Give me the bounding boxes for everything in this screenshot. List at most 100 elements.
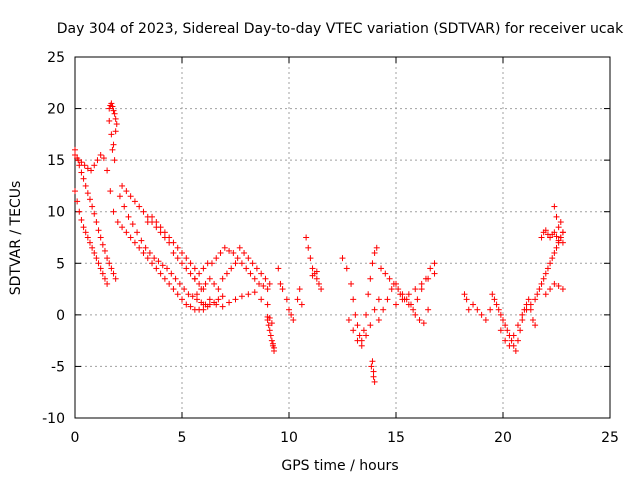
data-point bbox=[127, 193, 134, 200]
data-point bbox=[519, 311, 526, 318]
data-point bbox=[111, 110, 118, 117]
data-point bbox=[238, 260, 245, 267]
data-point bbox=[551, 249, 558, 256]
data-point bbox=[183, 255, 190, 262]
data-point bbox=[82, 229, 89, 236]
data-point bbox=[345, 317, 352, 324]
data-point bbox=[519, 317, 526, 324]
data-point bbox=[493, 301, 500, 308]
data-point bbox=[407, 301, 414, 308]
data-point bbox=[217, 249, 224, 256]
data-point bbox=[101, 247, 108, 254]
data-point bbox=[500, 317, 506, 324]
data-point bbox=[200, 265, 207, 272]
data-point bbox=[542, 291, 549, 298]
data-point bbox=[547, 234, 554, 241]
data-point bbox=[296, 286, 303, 293]
y-tick-label: 10 bbox=[47, 205, 65, 221]
data-point bbox=[131, 239, 138, 246]
data-point bbox=[91, 210, 98, 217]
data-point bbox=[313, 268, 320, 275]
data-point bbox=[350, 296, 357, 303]
data-point bbox=[89, 244, 96, 251]
data-point bbox=[504, 327, 511, 334]
data-point bbox=[183, 265, 190, 272]
y-tick-label: 0 bbox=[56, 308, 65, 324]
data-point bbox=[88, 167, 95, 174]
data-point bbox=[111, 157, 118, 164]
data-point bbox=[271, 344, 278, 351]
data-point bbox=[153, 219, 160, 226]
x-tick-label: 0 bbox=[71, 430, 80, 446]
y-tick-label: 20 bbox=[47, 102, 65, 118]
data-point bbox=[211, 280, 218, 287]
data-point bbox=[151, 255, 158, 262]
data-point bbox=[174, 244, 181, 251]
data-point bbox=[101, 275, 108, 282]
data-point bbox=[84, 234, 91, 241]
data-point bbox=[313, 275, 320, 282]
data-point bbox=[508, 337, 515, 344]
data-point bbox=[497, 327, 504, 334]
data-point bbox=[307, 255, 314, 262]
data-point bbox=[506, 342, 513, 349]
data-point bbox=[474, 306, 481, 313]
data-point bbox=[200, 306, 207, 313]
data-point bbox=[510, 332, 517, 339]
data-point bbox=[228, 265, 235, 272]
data-point bbox=[80, 224, 87, 231]
data-point bbox=[553, 213, 560, 220]
data-point bbox=[315, 280, 322, 287]
data-point bbox=[198, 286, 205, 293]
data-point bbox=[290, 317, 297, 324]
data-point bbox=[298, 301, 305, 308]
data-point bbox=[189, 293, 196, 300]
data-point bbox=[219, 293, 226, 300]
data-point bbox=[174, 255, 181, 262]
data-point bbox=[76, 208, 83, 215]
data-point bbox=[534, 291, 541, 298]
data-point bbox=[94, 157, 101, 164]
data-point bbox=[251, 289, 258, 296]
y-tick-label: -10 bbox=[42, 411, 65, 427]
data-point bbox=[146, 249, 153, 256]
data-point bbox=[113, 121, 120, 128]
data-point bbox=[166, 234, 173, 241]
data-point bbox=[219, 303, 226, 310]
data-point bbox=[112, 115, 119, 122]
data-point bbox=[288, 311, 295, 318]
data-point bbox=[183, 301, 190, 308]
data-point bbox=[97, 151, 104, 158]
data-point bbox=[431, 270, 438, 277]
data-point bbox=[104, 280, 111, 287]
data-point bbox=[78, 159, 85, 166]
data-point bbox=[196, 270, 203, 277]
data-point bbox=[555, 237, 562, 244]
data-point bbox=[277, 280, 284, 287]
data-point bbox=[358, 342, 365, 349]
data-point bbox=[200, 301, 207, 308]
data-point bbox=[551, 203, 558, 210]
data-point bbox=[555, 224, 562, 231]
data-point bbox=[204, 303, 211, 310]
x-tick-label: 15 bbox=[387, 430, 405, 446]
data-point bbox=[161, 275, 168, 282]
data-point bbox=[138, 237, 145, 244]
data-point bbox=[153, 265, 160, 272]
data-point bbox=[95, 227, 102, 234]
data-point bbox=[206, 296, 213, 303]
data-point bbox=[108, 100, 115, 107]
data-point bbox=[370, 368, 377, 375]
data-point bbox=[431, 260, 438, 267]
data-point bbox=[514, 337, 521, 344]
data-point bbox=[410, 306, 417, 313]
data-point bbox=[542, 270, 549, 277]
data-point bbox=[418, 286, 425, 293]
data-point bbox=[93, 219, 100, 226]
data-point bbox=[82, 182, 89, 189]
data-point bbox=[249, 260, 256, 267]
data-point bbox=[352, 311, 359, 318]
data-point bbox=[544, 265, 551, 272]
data-point bbox=[114, 219, 121, 226]
